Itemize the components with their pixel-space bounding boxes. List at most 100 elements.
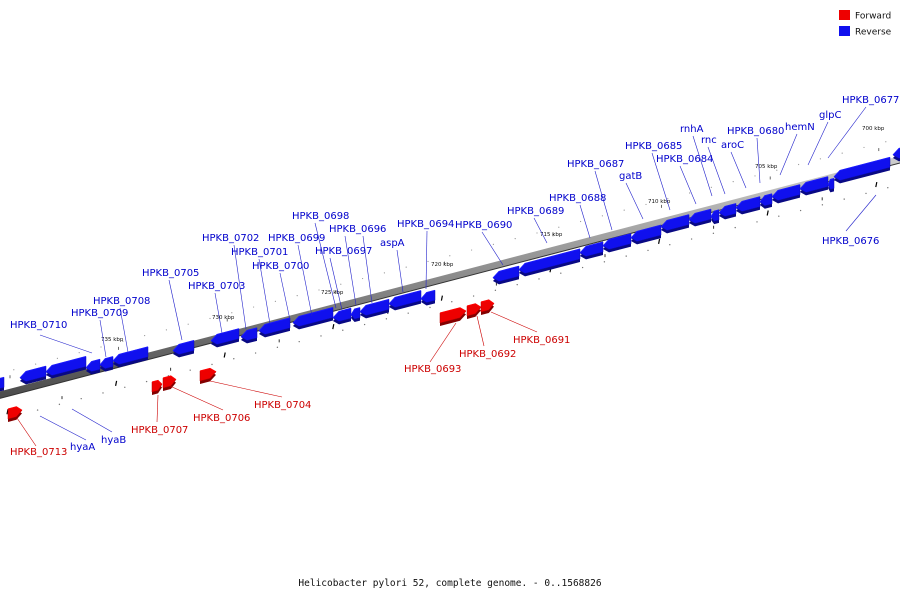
gene-label-rnc[interactable]: rnc: [701, 135, 717, 146]
ruler-dot: [538, 278, 540, 280]
gene-label-hpkb-0699[interactable]: HPKB_0699: [268, 233, 325, 244]
gene-label-hpkb-0696[interactable]: HPKB_0696: [329, 224, 386, 235]
gene-label-glpc[interactable]: glpC: [819, 110, 841, 121]
reverse-gene-arrow[interactable]: [718, 203, 737, 220]
ruler-label: 705 kbp: [755, 164, 778, 170]
gene-label-hyaa[interactable]: hyaA: [70, 442, 95, 453]
reverse-leader-line: [579, 204, 591, 239]
gene-label-hpkb-0685[interactable]: HPKB_0685: [625, 141, 682, 152]
gene-label-hpkb-0697[interactable]: HPKB_0697: [315, 246, 372, 257]
reverse-leader-line: [314, 222, 337, 309]
gene-label-hpkb-0708[interactable]: HPKB_0708: [93, 296, 150, 307]
forward-gene-arrow[interactable]: [466, 303, 482, 319]
gene-label-hpkb-0692[interactable]: HPKB_0692: [459, 349, 516, 360]
reverse-gene-arrow[interactable]: [710, 209, 720, 225]
gene-label-hemn[interactable]: hemN: [785, 122, 815, 133]
reverse-gene-arrow-highlight: [892, 147, 900, 156]
forward-gene-arrow[interactable]: [162, 375, 177, 391]
reverse-gene-arrow-highlight: [420, 289, 436, 300]
reverse-gene-arrow-highlight: [718, 203, 737, 214]
reverse-gene-arrow[interactable]: [0, 376, 5, 392]
gene-label-hpkb-0705[interactable]: HPKB_0705: [142, 268, 199, 279]
reverse-gene-arrow-highlight: [332, 307, 352, 319]
gene-label-aroc[interactable]: aroC: [721, 140, 744, 151]
reverse-gene-arrow[interactable]: [630, 224, 662, 245]
gene-label-hpkb-0701[interactable]: HPKB_0701: [231, 247, 288, 258]
gene-label-hpkb-0690[interactable]: HPKB_0690: [455, 220, 512, 231]
gene-label-hyab[interactable]: hyaB: [101, 435, 126, 446]
gene-label-hpkb-0707[interactable]: HPKB_0707: [131, 425, 188, 436]
reverse-gene-arrow[interactable]: [210, 328, 240, 348]
gene-label-hpkb-0687[interactable]: HPKB_0687: [567, 159, 624, 170]
gene-label-hpkb-0700[interactable]: HPKB_0700: [252, 261, 309, 272]
reverse-leader-line: [594, 170, 613, 231]
reverse-gene-arrow[interactable]: [359, 298, 390, 319]
reverse-gene-arrow[interactable]: [420, 289, 436, 306]
reverse-gene-arrow[interactable]: [492, 265, 520, 285]
forward-gene-arrow-highlight: [151, 379, 163, 385]
gene-label-hpkb-0680[interactable]: HPKB_0680: [727, 126, 784, 137]
reverse-gene-arrow-highlight: [660, 214, 690, 228]
reverse-gene-arrow[interactable]: [240, 327, 258, 344]
gene-label-hpkb-0706[interactable]: HPKB_0706: [193, 413, 250, 424]
gene-label-hpkb-0703[interactable]: HPKB_0703: [188, 281, 245, 292]
gene-label-hpkb-0698[interactable]: HPKB_0698: [292, 211, 349, 222]
ruler-dot: [885, 141, 887, 143]
reverse-gene-arrow-highlight: [292, 307, 334, 324]
reverse-gene-arrow[interactable]: [45, 356, 87, 379]
gene-label-hpkb-0710[interactable]: HPKB_0710: [10, 320, 67, 331]
gene-label-hpkb-0694[interactable]: HPKB_0694: [397, 219, 454, 230]
forward-gene-arrow[interactable]: [439, 307, 467, 326]
ruler-dot: [165, 329, 167, 331]
reverse-gene-arrow[interactable]: [112, 346, 149, 368]
reverse-gene-arrow[interactable]: [99, 356, 114, 372]
gene-label-hpkb-0691[interactable]: HPKB_0691: [513, 335, 570, 346]
reverse-gene-arrow[interactable]: [388, 290, 422, 311]
reverse-gene-arrow[interactable]: [579, 241, 604, 260]
reverse-gene-arrow[interactable]: [85, 358, 101, 375]
reverse-gene-arrow-highlight: [630, 224, 662, 239]
forward-gene-arrow[interactable]: [480, 299, 495, 315]
gene-label-hpkb-0677[interactable]: HPKB_0677: [842, 95, 899, 106]
gene-label-hpkb-0702[interactable]: HPKB_0702: [202, 233, 259, 244]
reverse-gene-arrow[interactable]: [258, 317, 291, 338]
reverse-gene-arrow[interactable]: [688, 208, 712, 227]
forward-gene-arrow[interactable]: [151, 379, 163, 395]
reverse-gene-arrow[interactable]: [602, 233, 632, 253]
ruler-major-tick: [658, 238, 661, 244]
gene-label-rnha[interactable]: rnhA: [680, 124, 704, 135]
gene-label-hpkb-0689[interactable]: HPKB_0689: [507, 206, 564, 217]
gene-label-hpkb-0704[interactable]: HPKB_0704: [254, 400, 311, 411]
reverse-gene-arrow[interactable]: [892, 146, 900, 162]
reverse-gene-arrow[interactable]: [518, 248, 581, 277]
ruler-dot: [189, 369, 191, 371]
reverse-gene-arrow[interactable]: [292, 307, 334, 330]
gene-label-hpkb-0693[interactable]: HPKB_0693: [404, 364, 461, 375]
gene-label-hpkb-0684[interactable]: HPKB_0684: [656, 154, 713, 165]
reverse-gene-arrow[interactable]: [827, 177, 835, 193]
ruler-dot: [122, 340, 124, 342]
gene-label-hpkb-0713[interactable]: HPKB_0713: [10, 447, 67, 458]
gene-label-hpkb-0688[interactable]: HPKB_0688: [549, 193, 606, 204]
forward-gene-arrow[interactable]: [199, 367, 217, 384]
genes-layer: [0, 146, 900, 422]
gene-label-aspa[interactable]: aspA: [380, 238, 405, 249]
ruler-dot: [298, 340, 300, 343]
reverse-gene-arrow[interactable]: [350, 307, 361, 323]
gene-label-hpkb-0676[interactable]: HPKB_0676: [822, 236, 879, 247]
reverse-gene-arrow[interactable]: [735, 196, 761, 215]
gene-label-gatb[interactable]: gatB: [619, 171, 642, 182]
reverse-gene-arrow[interactable]: [172, 340, 195, 358]
reverse-gene-arrow[interactable]: [332, 307, 352, 325]
reverse-gene-arrow-highlight: [172, 340, 195, 352]
reverse-gene-arrow[interactable]: [771, 184, 801, 204]
reverse-leader-line: [481, 231, 504, 266]
forward-gene-arrow[interactable]: [7, 406, 23, 422]
ruler-dot: [102, 392, 104, 394]
reverse-gene-arrow[interactable]: [19, 365, 47, 385]
gene-label-hpkb-0709[interactable]: HPKB_0709: [71, 308, 128, 319]
reverse-gene-arrow[interactable]: [759, 193, 773, 209]
reverse-gene-arrow[interactable]: [799, 176, 829, 196]
reverse-leader-line: [39, 415, 87, 441]
reverse-gene-arrow[interactable]: [833, 156, 891, 184]
